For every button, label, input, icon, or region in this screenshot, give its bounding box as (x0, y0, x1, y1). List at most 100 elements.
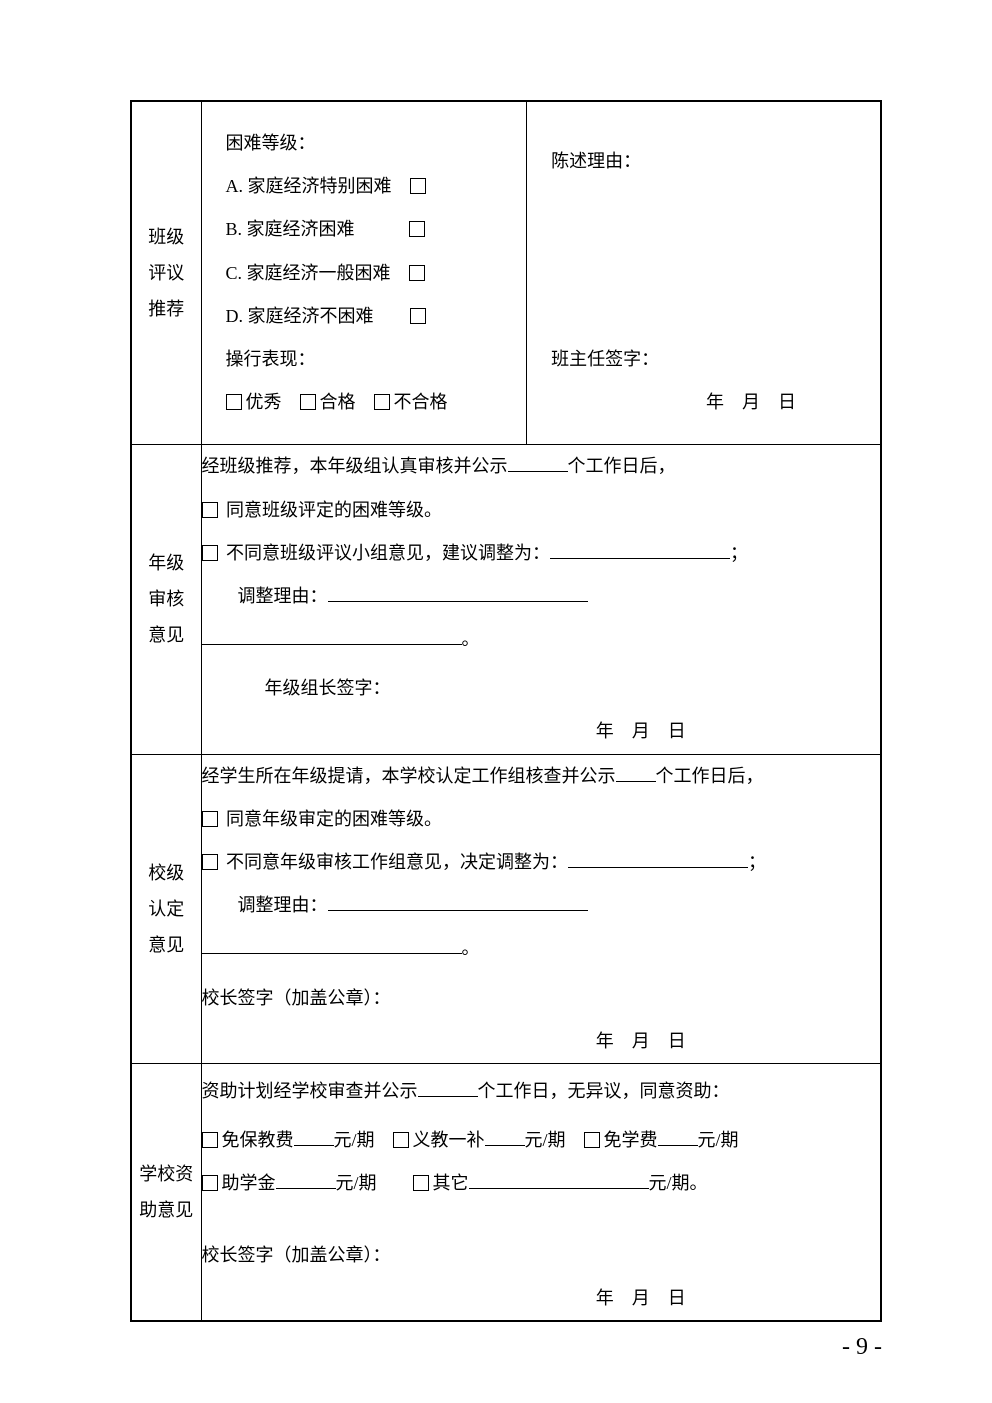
difficulty-title: 困难等级： (226, 122, 503, 165)
teacher-sign-label: 班主任签字： (551, 338, 856, 381)
checkbox-conduct-2[interactable] (374, 394, 390, 410)
row3-blank-days[interactable] (616, 762, 656, 782)
conduct-opt-0: 优秀 (246, 392, 282, 412)
row2-opt1: 同意班级评定的困难等级。 (226, 500, 442, 520)
row1-date: 年 月 日 (551, 381, 856, 424)
fund-d-blank[interactable] (276, 1170, 336, 1190)
row3-label: 校级 认定 意见 (131, 754, 201, 1063)
row2-date: 年 月 日 (402, 710, 881, 753)
row2-opt2b: ； (730, 543, 748, 563)
approval-form: 班级 评议 推荐 困难等级： A. 家庭经济特别困难 B. 家庭经济困难 C. … (130, 100, 882, 1322)
fund-c-suf: 元/期 (698, 1130, 739, 1150)
fund-e-pre: 其它 (433, 1173, 469, 1193)
row4-line1b: 个工作日，无异议，同意资助： (478, 1081, 730, 1101)
fund-a-suf: 元/期 (334, 1130, 375, 1150)
checkbox-opt-d[interactable] (410, 308, 426, 324)
row2-blank-reason1[interactable] (328, 582, 588, 602)
row2-sign-label: 年级组长签字： (202, 667, 881, 710)
row3-blank-adjust[interactable] (568, 848, 748, 868)
row2-blank-adjust[interactable] (550, 539, 730, 559)
row2-period: 。 (462, 629, 480, 649)
checkbox-fund-c[interactable] (584, 1132, 600, 1148)
row3-blank-reason1[interactable] (328, 891, 588, 911)
row2-label-2: 意见 (138, 617, 195, 653)
row2-blank-reason2[interactable] (202, 625, 462, 645)
row2-reason-label: 调整理由： (238, 586, 328, 606)
checkbox-opt-a[interactable] (410, 178, 426, 194)
conduct-title: 操行表现： (226, 338, 503, 381)
row4-line1a: 资助计划经学校审查并公示 (202, 1081, 418, 1101)
row2-content: 经班级推荐，本年级组认真审核并公示 个工作日后， 同意班级评定的困难等级。 不同意… (201, 445, 881, 754)
fund-d-pre: 助学金 (222, 1173, 276, 1193)
row4-label: 学校资 助意见 (131, 1063, 201, 1320)
difficulty-opt-d: D. 家庭经济不困难 (226, 306, 374, 326)
row3-label-2: 意见 (138, 927, 195, 963)
checkbox-row2-opt2[interactable] (202, 545, 218, 561)
row3-opt2a: 不同意年级审核工作组意见，决定调整为： (226, 852, 568, 872)
page-number: - 9 - (842, 1334, 882, 1361)
row3-period: 。 (462, 938, 480, 958)
checkbox-opt-c[interactable] (409, 265, 425, 281)
row3-blank-reason2[interactable] (202, 935, 462, 955)
row2-opt2a: 不同意班级评议小组意见，建议调整为： (226, 543, 550, 563)
checkbox-fund-a[interactable] (202, 1132, 218, 1148)
fund-b-blank[interactable] (485, 1126, 525, 1146)
row4-sign-label: 校长签字（加盖公章）： (202, 1234, 881, 1277)
checkbox-row3-opt1[interactable] (202, 811, 218, 827)
row3-opt2b: ； (748, 852, 766, 872)
row4-label-1: 助意见 (138, 1192, 195, 1228)
row3-label-1: 认定 (138, 891, 195, 927)
checkbox-fund-b[interactable] (393, 1132, 409, 1148)
row2-label-1: 审核 (138, 581, 195, 617)
fund-a-blank[interactable] (294, 1126, 334, 1146)
checkbox-row3-opt2[interactable] (202, 854, 218, 870)
fund-b-pre: 义教一补 (413, 1130, 485, 1150)
row3-sign-label: 校长签字（加盖公章）： (202, 977, 881, 1020)
row1-label-1: 评议 (138, 255, 195, 291)
row1-right: 陈述理由： 班主任签字： 年 月 日 (527, 102, 880, 444)
row-class-review: 班级 评议 推荐 困难等级： A. 家庭经济特别困难 B. 家庭经济困难 C. … (131, 101, 881, 445)
row-school-cert: 校级 认定 意见 经学生所在年级提请，本学校认定工作组核查并公示 个工作日后， 同… (131, 754, 881, 1063)
conduct-opt-1: 合格 (320, 392, 356, 412)
row3-line1b: 个工作日后， (656, 766, 764, 786)
checkbox-conduct-1[interactable] (300, 394, 316, 410)
fund-c-pre: 免学费 (604, 1130, 658, 1150)
row3-content: 经学生所在年级提请，本学校认定工作组核查并公示 个工作日后， 同意年级审定的困难等… (201, 754, 881, 1063)
row4-content: 资助计划经学校审查并公示个工作日，无异议，同意资助： 免保教费元/期 义教一补元… (201, 1063, 881, 1320)
row2-line1a: 经班级推荐，本年级组认真审核并公示 (202, 456, 508, 476)
fund-e-suf: 元/期。 (649, 1173, 708, 1193)
checkbox-fund-e[interactable] (413, 1175, 429, 1191)
row2-label: 年级 审核 意见 (131, 445, 201, 754)
row2-blank-days[interactable] (508, 453, 568, 473)
checkbox-conduct-0[interactable] (226, 394, 242, 410)
row2-label-0: 年级 (138, 545, 195, 581)
difficulty-opt-c: C. 家庭经济一般困难 (226, 263, 391, 283)
fund-e-blank[interactable] (469, 1170, 649, 1190)
row2-line1b: 个工作日后， (568, 456, 676, 476)
fund-a-pre: 免保教费 (222, 1130, 294, 1150)
row4-date: 年 月 日 (402, 1277, 881, 1320)
checkbox-fund-d[interactable] (202, 1175, 218, 1191)
row3-label-0: 校级 (138, 855, 195, 891)
row1-label: 班级 评议 推荐 (131, 101, 201, 445)
row1-label-2: 推荐 (138, 291, 195, 327)
difficulty-opt-a: A. 家庭经济特别困难 (226, 176, 392, 196)
row3-date: 年 月 日 (402, 1020, 881, 1063)
row3-opt1: 同意年级审定的困难等级。 (226, 809, 442, 829)
checkbox-opt-b[interactable] (409, 221, 425, 237)
fund-c-blank[interactable] (658, 1126, 698, 1146)
row4-blank-days[interactable] (418, 1077, 478, 1097)
row4-label-0: 学校资 (138, 1156, 195, 1192)
reason-label: 陈述理由： (551, 140, 856, 183)
conduct-opt-2: 不合格 (394, 392, 448, 412)
row-grade-review: 年级 审核 意见 经班级推荐，本年级组认真审核并公示 个工作日后， 同意班级评定的… (131, 445, 881, 754)
difficulty-opt-b: B. 家庭经济困难 (226, 219, 355, 239)
row-school-fund: 学校资 助意见 资助计划经学校审查并公示个工作日，无异议，同意资助： 免保教费元… (131, 1063, 881, 1320)
row3-line1a: 经学生所在年级提请，本学校认定工作组核查并公示 (202, 766, 616, 786)
row1-label-0: 班级 (138, 219, 195, 255)
fund-b-suf: 元/期 (525, 1130, 566, 1150)
row3-reason-label: 调整理由： (238, 895, 328, 915)
fund-d-suf: 元/期 (336, 1173, 377, 1193)
row1-left: 困难等级： A. 家庭经济特别困难 B. 家庭经济困难 C. 家庭经济一般困难 … (202, 102, 528, 444)
checkbox-row2-opt1[interactable] (202, 502, 218, 518)
